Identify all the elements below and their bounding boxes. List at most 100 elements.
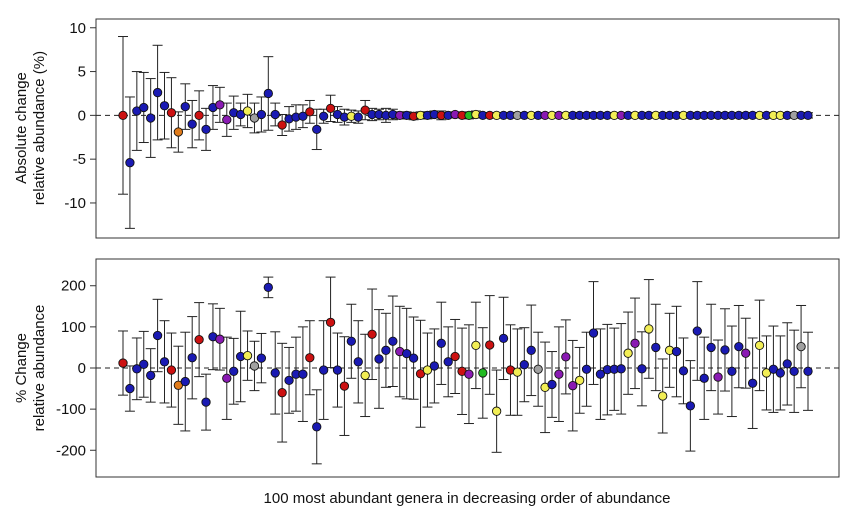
bottom-data-point <box>526 345 536 355</box>
top-data-point <box>325 103 336 114</box>
top-data-point <box>312 124 322 135</box>
bottom-data-point <box>346 336 356 346</box>
bottom-data-point <box>408 353 419 363</box>
top-data-point <box>146 113 156 123</box>
bottom-data-point <box>533 364 543 374</box>
top-ylabel-2: relative abundance (%) <box>31 51 48 205</box>
bottom-data-point <box>152 330 163 341</box>
bottom-data-point <box>325 317 336 327</box>
top-data-point <box>187 119 197 129</box>
bottom-data-point <box>215 334 225 344</box>
bottom-data-point <box>796 341 806 352</box>
bottom-data-point <box>319 365 329 375</box>
bottom-data-point <box>146 370 156 381</box>
top-data-point <box>277 120 287 130</box>
bottom-data-point <box>298 369 308 379</box>
bottom-data-point <box>512 367 523 377</box>
bottom-ytick-label: 100 <box>61 319 86 336</box>
bottom-data-point <box>658 391 668 401</box>
bottom-data-point <box>595 369 606 379</box>
top-data-point <box>270 109 280 120</box>
top-data-point <box>139 102 149 113</box>
top-data-point <box>263 88 273 99</box>
top-data-point <box>305 107 315 117</box>
bottom-data-point <box>581 364 592 374</box>
top-data-point <box>166 108 177 118</box>
top-data-point <box>803 110 813 121</box>
bottom-data-point <box>803 366 813 376</box>
top-data-point <box>242 106 253 116</box>
bottom-data-point <box>443 357 453 367</box>
top-data-point <box>173 127 184 137</box>
bottom-data-point <box>125 383 135 394</box>
bottom-data-point <box>685 401 696 411</box>
top-data-point <box>201 124 211 135</box>
bottom-data-point <box>332 365 343 375</box>
bottom-data-point <box>782 359 792 369</box>
bottom-data-point <box>747 378 758 388</box>
bottom-data-point <box>561 352 571 362</box>
top-ytick-label: 0 <box>78 107 86 124</box>
bottom-data-point <box>754 340 765 351</box>
bottom-data-point <box>256 353 267 363</box>
bottom-data-point <box>706 342 716 353</box>
top-data-point <box>194 110 204 121</box>
top-data-point <box>256 109 267 120</box>
bottom-data-point <box>450 351 460 362</box>
top-panel-plot-area: 10 5 0 -5 -10 <box>64 20 839 229</box>
top-data-point <box>159 101 170 111</box>
bottom-data-point <box>699 373 709 383</box>
bottom-data-point <box>478 368 488 378</box>
bottom-data-point <box>678 366 689 376</box>
bottom-data-point <box>187 353 197 363</box>
bottom-data-point <box>139 359 149 369</box>
bottom-ytick-label: -100 <box>56 401 86 418</box>
bottom-data-point <box>132 364 142 374</box>
bottom-ylabel-line-1: % Change <box>13 333 30 403</box>
bottom-data-point <box>277 388 287 398</box>
top-ylabel: Absolute change <box>13 72 30 184</box>
bottom-data-point <box>568 381 578 391</box>
top-data-point <box>215 100 225 110</box>
bottom-data-point <box>713 372 723 382</box>
bottom-data-point <box>166 365 177 375</box>
bottom-ytick-label: 0 <box>78 360 86 377</box>
bottom-data-point <box>180 376 190 387</box>
bottom-data-point <box>485 340 495 350</box>
bottom-panel-plot-area: 200 100 0 -100 -200 <box>56 276 839 465</box>
bottom-data-point <box>194 334 204 345</box>
bottom-data-point <box>734 341 744 352</box>
top-ytick-label: -10 <box>64 195 86 212</box>
bottom-data-point <box>575 375 585 385</box>
top-data-point <box>180 101 190 112</box>
top-data-point <box>353 112 363 122</box>
bottom-ylabel: % Change <box>13 333 30 403</box>
top-ylabel-line-2: relative abundance (%) <box>31 51 48 205</box>
bottom-data-point <box>249 361 260 371</box>
top-data-point <box>319 111 329 121</box>
bottom-data-point <box>242 351 253 361</box>
bottom-data-point <box>554 369 564 379</box>
bottom-data-point <box>305 353 315 363</box>
bottom-data-point <box>727 366 737 376</box>
bottom-data-point <box>367 329 377 339</box>
bottom-data-point <box>692 326 702 336</box>
bottom-data-point <box>637 364 647 374</box>
top-panel-frame <box>95 18 840 239</box>
bottom-data-point <box>671 346 682 357</box>
bottom-data-point <box>360 370 370 381</box>
bottom-data-point <box>623 348 633 358</box>
top-ytick-label: -5 <box>73 151 86 168</box>
bottom-data-point <box>201 397 211 407</box>
bottom-data-point <box>630 338 640 348</box>
top-data-point <box>125 158 135 168</box>
bottom-data-point <box>374 354 384 364</box>
top-data-point <box>298 111 308 121</box>
bottom-data-point <box>519 360 529 370</box>
bottom-data-point <box>284 375 294 385</box>
bottom-data-point <box>651 342 661 353</box>
bottom-data-point <box>616 364 626 374</box>
bottom-data-point <box>381 345 391 355</box>
bottom-ylabel-line-2: relative abundance <box>31 305 48 432</box>
